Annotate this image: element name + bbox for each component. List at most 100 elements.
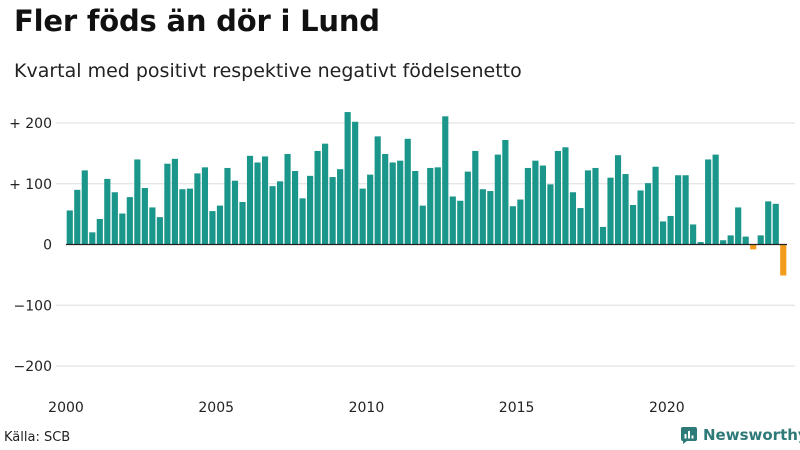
bar	[682, 175, 689, 245]
bar	[389, 162, 396, 245]
bar	[224, 167, 231, 245]
bar	[254, 162, 261, 245]
bar	[344, 112, 351, 245]
bar	[81, 170, 88, 245]
bar	[629, 205, 637, 245]
bar	[750, 244, 757, 250]
bar	[149, 207, 156, 245]
bar	[299, 198, 306, 245]
y-tick-label: −100	[14, 298, 52, 314]
bar	[547, 184, 554, 245]
bar	[607, 177, 614, 245]
bar	[329, 177, 336, 245]
source-label: Källa: SCB	[4, 430, 71, 445]
bar	[359, 188, 366, 245]
bar	[502, 140, 509, 245]
bar	[337, 169, 344, 245]
bar	[554, 150, 562, 245]
bar	[697, 242, 704, 245]
bar	[104, 178, 111, 245]
bar	[164, 163, 171, 245]
bar	[780, 244, 787, 276]
bar	[246, 155, 254, 245]
bar	[194, 173, 201, 245]
bar	[209, 211, 216, 245]
bar	[404, 138, 411, 245]
brand-name: Newsworthy	[703, 426, 800, 444]
bar	[156, 217, 163, 245]
bar	[472, 150, 479, 245]
bar	[524, 167, 531, 245]
bar	[119, 213, 126, 245]
bar	[562, 147, 569, 245]
bar	[742, 236, 749, 245]
bar	[307, 175, 314, 245]
bar	[592, 167, 599, 245]
x-tick-label: 2005	[198, 400, 234, 416]
bar	[727, 235, 734, 245]
bar	[614, 155, 622, 245]
bar	[644, 183, 652, 245]
x-axis: 2000 2005 2010 2015 2020	[48, 243, 787, 416]
bar	[569, 192, 577, 245]
bar	[539, 165, 546, 245]
bar	[509, 206, 516, 245]
bar	[765, 201, 772, 245]
bar	[89, 232, 96, 245]
bar	[757, 235, 764, 245]
bar	[577, 208, 584, 245]
bar	[464, 171, 471, 245]
bar	[584, 170, 592, 245]
bar	[479, 189, 486, 245]
bar	[412, 170, 419, 245]
bar	[322, 143, 329, 245]
bar	[96, 218, 103, 245]
bar	[261, 156, 269, 245]
bar	[201, 167, 209, 245]
x-tick-label: 2010	[349, 400, 385, 416]
chart-subtitle: Kvartal med positivt respektive negativt…	[14, 60, 522, 82]
bar	[449, 196, 456, 245]
bar	[186, 188, 193, 245]
bar	[66, 210, 73, 245]
y-axis: + 200 + 100 0 −100 −200	[9, 116, 52, 375]
bar	[660, 221, 667, 245]
y-tick-label: 0	[43, 238, 52, 254]
bar	[314, 150, 321, 245]
chart-title: Fler föds än dör i Lund	[14, 4, 380, 38]
bars	[66, 112, 787, 276]
x-tick-label: 2015	[499, 400, 535, 416]
bar	[419, 205, 426, 245]
bar	[494, 154, 501, 245]
y-tick-label: −200	[14, 359, 52, 375]
bar	[637, 190, 644, 245]
bar	[705, 159, 712, 245]
bar	[134, 159, 141, 245]
bar	[374, 136, 381, 245]
x-tick-label: 2020	[649, 400, 685, 416]
bar	[367, 174, 374, 245]
bar	[667, 215, 674, 245]
y-tick-label: + 100	[9, 177, 52, 193]
bar	[442, 116, 449, 245]
bar	[352, 121, 359, 245]
bar	[675, 175, 682, 245]
bar	[382, 153, 389, 245]
bar	[397, 160, 404, 245]
bar	[434, 167, 441, 245]
bar	[427, 167, 434, 245]
bar	[720, 240, 727, 245]
bar	[141, 188, 148, 245]
bar	[690, 224, 697, 245]
bar	[652, 166, 659, 245]
bar	[231, 180, 239, 245]
bar	[269, 186, 276, 245]
bar	[276, 181, 284, 245]
x-tick-label: 2000	[48, 400, 84, 416]
brand-logo[interactable]: Newsworthy	[680, 426, 800, 444]
bar	[517, 199, 524, 245]
bar	[487, 191, 494, 245]
bar	[599, 226, 607, 245]
newsworthy-logo-icon	[681, 427, 697, 444]
